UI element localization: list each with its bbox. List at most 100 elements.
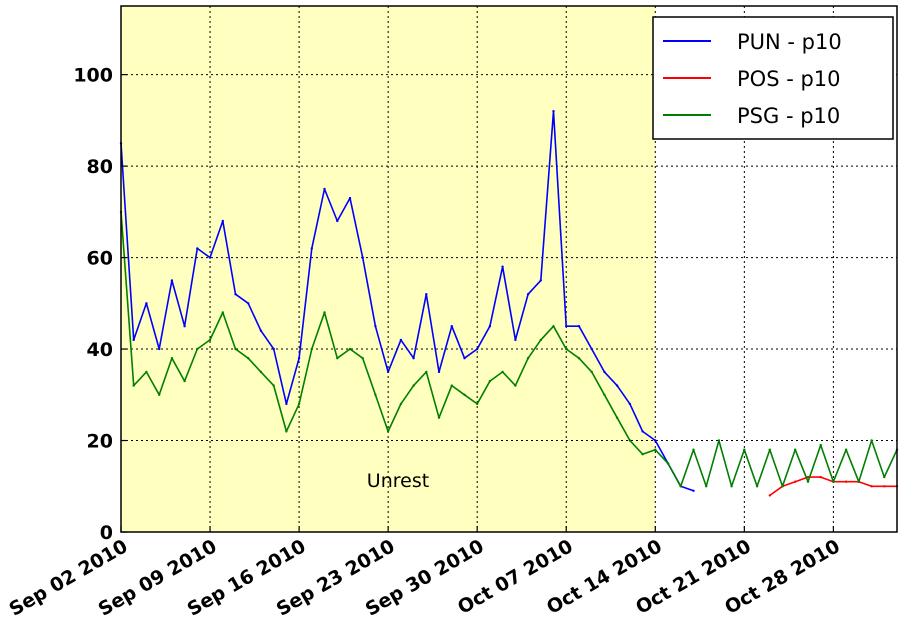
data-point	[259, 329, 263, 332]
series-line-3	[120, 211, 898, 488]
data-point	[501, 370, 504, 374]
data-point	[552, 110, 555, 113]
data-point	[425, 293, 428, 296]
data-point	[794, 480, 797, 483]
data-point	[755, 485, 759, 488]
y-tick-label: 80	[87, 156, 113, 178]
data-point	[819, 475, 822, 479]
data-point	[603, 393, 606, 396]
data-point	[412, 357, 415, 360]
data-point	[399, 338, 403, 342]
data-point	[272, 384, 275, 387]
legend-label: POS - p10	[737, 67, 841, 91]
data-point	[297, 402, 301, 406]
data-point	[310, 247, 313, 250]
data-point	[844, 448, 848, 451]
data-point	[348, 196, 352, 200]
data-point	[743, 448, 746, 451]
data-point	[476, 402, 479, 406]
data-point	[806, 480, 810, 483]
data-point	[145, 302, 148, 305]
legend-label: PUN - p10	[737, 30, 842, 54]
data-point	[870, 485, 873, 488]
data-point	[692, 489, 695, 492]
shaded-region	[121, 6, 656, 532]
data-point	[730, 485, 733, 488]
data-point	[768, 494, 771, 497]
data-point	[577, 357, 581, 360]
data-point	[654, 439, 657, 442]
data-point	[641, 453, 644, 456]
data-point	[132, 384, 135, 387]
data-point	[883, 485, 886, 488]
data-point	[615, 384, 619, 387]
data-point	[539, 279, 542, 282]
data-point	[768, 448, 771, 451]
data-point	[641, 430, 644, 433]
series-layer	[119, 110, 899, 497]
data-point	[565, 347, 568, 351]
series-line-1	[120, 110, 694, 492]
data-point	[781, 485, 784, 488]
data-point	[158, 393, 161, 396]
data-point	[565, 325, 568, 328]
data-point	[450, 384, 453, 387]
data-point	[196, 347, 199, 351]
data-point	[399, 402, 403, 406]
data-point	[247, 357, 250, 360]
data-point	[247, 302, 250, 305]
data-point	[692, 448, 695, 451]
data-point	[348, 347, 352, 351]
y-tick-label: 100	[73, 65, 113, 87]
data-point	[526, 293, 530, 296]
data-point	[844, 480, 848, 483]
data-point	[857, 480, 860, 483]
data-point	[336, 219, 339, 223]
data-point	[870, 439, 873, 442]
data-point	[196, 247, 199, 250]
data-point	[539, 338, 542, 342]
data-point	[361, 357, 364, 360]
data-point	[170, 357, 174, 360]
data-point	[666, 462, 670, 465]
y-tick-label: 60	[87, 248, 113, 270]
data-point	[514, 338, 517, 342]
data-point	[425, 370, 428, 374]
data-point	[412, 384, 415, 387]
data-point	[145, 370, 148, 374]
plot-frame	[120, 5, 898, 533]
data-point	[488, 379, 492, 383]
data-point	[234, 347, 237, 351]
data-point	[514, 384, 517, 387]
data-point	[476, 347, 479, 351]
data-point	[297, 357, 301, 360]
data-point	[679, 485, 682, 488]
data-point	[463, 393, 466, 396]
data-point	[450, 325, 453, 328]
data-point	[323, 187, 326, 191]
data-point	[272, 347, 275, 351]
data-point	[654, 448, 657, 451]
data-point	[552, 325, 555, 328]
data-point	[183, 325, 186, 328]
data-point	[336, 357, 339, 360]
data-point	[883, 475, 886, 479]
data-point	[221, 219, 224, 223]
data-point	[437, 416, 441, 419]
data-point	[603, 370, 606, 374]
y-tick-label: 0	[100, 522, 113, 544]
data-point	[501, 265, 504, 268]
data-point	[323, 311, 326, 314]
data-point	[526, 357, 530, 360]
data-point	[170, 279, 174, 282]
data-point	[615, 416, 619, 419]
y-tick-label: 20	[87, 431, 113, 453]
data-point	[259, 370, 263, 374]
data-point	[374, 393, 377, 396]
data-point	[132, 338, 135, 342]
data-point	[208, 256, 212, 259]
y-tick-label: 40	[87, 339, 113, 361]
data-point	[628, 402, 632, 406]
legend-label: PSG - p10	[737, 104, 840, 128]
